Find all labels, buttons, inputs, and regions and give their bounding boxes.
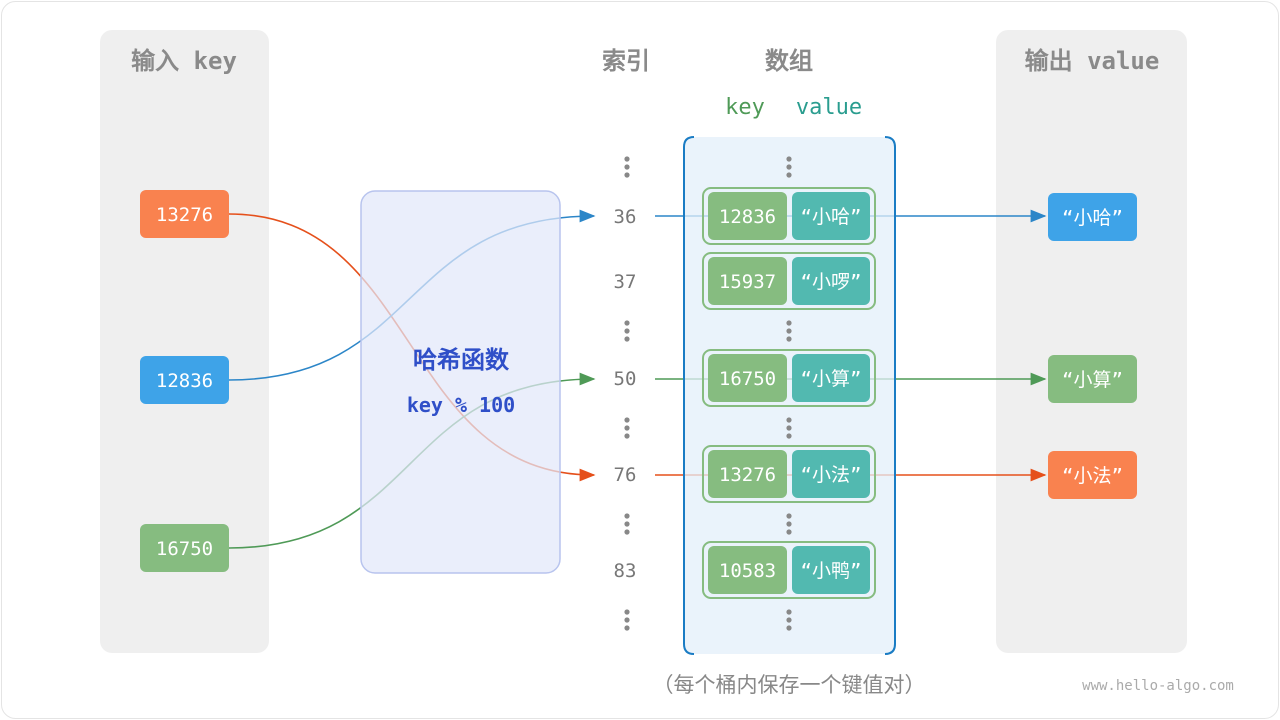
bucket-index: 50 bbox=[614, 368, 637, 390]
bucket-key-cell bbox=[708, 192, 787, 240]
bucket-index: 36 bbox=[614, 206, 637, 228]
hash-function-formula: key % 100 bbox=[407, 393, 515, 417]
bucket-index: 37 bbox=[614, 271, 637, 293]
output-value-box bbox=[1048, 355, 1137, 403]
hash-function-title: 哈希函数 bbox=[413, 346, 510, 374]
vertical-ellipsis-icon bbox=[624, 320, 630, 342]
bucket-value-cell bbox=[792, 192, 870, 240]
input-key: 12836 bbox=[156, 370, 213, 392]
vertical-ellipsis-icon bbox=[786, 320, 792, 342]
output-value: “小法” bbox=[1062, 465, 1123, 487]
bucket-key: 13276 bbox=[719, 464, 776, 486]
value-column-label: value bbox=[796, 95, 862, 120]
vertical-ellipsis-icon bbox=[786, 609, 792, 631]
bucket-key: 15937 bbox=[719, 271, 776, 293]
bucket-value: “小算” bbox=[801, 368, 862, 390]
bucket-key: 16750 bbox=[719, 368, 776, 390]
bucket-entry bbox=[702, 349, 876, 407]
input-key: 16750 bbox=[156, 538, 213, 560]
index-header: 索引 bbox=[602, 47, 650, 75]
input-key: 13276 bbox=[156, 204, 213, 226]
input-keys: 13276 12836 16750 bbox=[140, 190, 229, 572]
bucket-value: “小哈” bbox=[801, 206, 862, 228]
key-column-label: key bbox=[725, 95, 765, 120]
vertical-ellipsis-icon bbox=[624, 513, 630, 535]
input-key-box bbox=[140, 190, 229, 238]
vertical-ellipsis-icon bbox=[786, 156, 792, 178]
bucket-entry bbox=[702, 445, 876, 503]
array-header: 数组 bbox=[765, 47, 813, 75]
caption: （每个桶内保存一个键值对） bbox=[653, 673, 926, 697]
bucket-value: “小法” bbox=[801, 464, 862, 486]
input-panel bbox=[100, 30, 269, 653]
hash-function-box bbox=[360, 190, 561, 574]
output-value: “小算” bbox=[1062, 369, 1123, 391]
bucket-entry bbox=[702, 187, 876, 245]
output-values: “小哈” “小算” “小法” bbox=[1048, 193, 1137, 499]
bucket-value-cell bbox=[792, 257, 870, 305]
array-bracket bbox=[683, 136, 896, 655]
vertical-ellipsis-icon bbox=[786, 417, 792, 439]
watermark: www.hello-algo.com bbox=[1082, 678, 1234, 694]
vertical-ellipsis-icon bbox=[624, 609, 630, 631]
bucket-entry bbox=[702, 541, 876, 599]
vertical-ellipsis-icon bbox=[786, 513, 792, 535]
bucket-value-cell bbox=[792, 354, 870, 402]
input-key-box bbox=[140, 524, 229, 572]
bucket-index: 76 bbox=[614, 464, 637, 486]
output-value: “小哈” bbox=[1062, 207, 1123, 229]
vertical-ellipsis-icon bbox=[624, 156, 630, 178]
ellipsis-group bbox=[624, 156, 792, 631]
bucket-value: “小啰” bbox=[801, 271, 862, 293]
output-value-box bbox=[1048, 451, 1137, 499]
input-header: 输入 key bbox=[131, 47, 237, 75]
bucket-value-cell bbox=[792, 450, 870, 498]
bucket-key-cell bbox=[708, 354, 787, 402]
output-panel bbox=[996, 30, 1187, 653]
bucket-key: 12836 bbox=[719, 206, 776, 228]
bucket-key-cell bbox=[708, 257, 787, 305]
output-header: 输出 value bbox=[1025, 47, 1160, 75]
bucket-key-cell bbox=[708, 546, 787, 594]
input-key-box bbox=[140, 356, 229, 404]
bucket-index: 83 bbox=[614, 560, 637, 582]
bucket-key-cell bbox=[708, 450, 787, 498]
bucket-value-cell bbox=[792, 546, 870, 594]
output-value-box bbox=[1048, 193, 1137, 241]
vertical-ellipsis-icon bbox=[624, 417, 630, 439]
buckets: 36 12836 “小哈” 37 15937 “小啰” 50 16750 “小算” 76 13276… bbox=[614, 187, 876, 599]
bucket-value: “小鸭” bbox=[801, 560, 862, 582]
bucket-key: 10583 bbox=[719, 560, 776, 582]
bucket-entry bbox=[702, 252, 876, 310]
